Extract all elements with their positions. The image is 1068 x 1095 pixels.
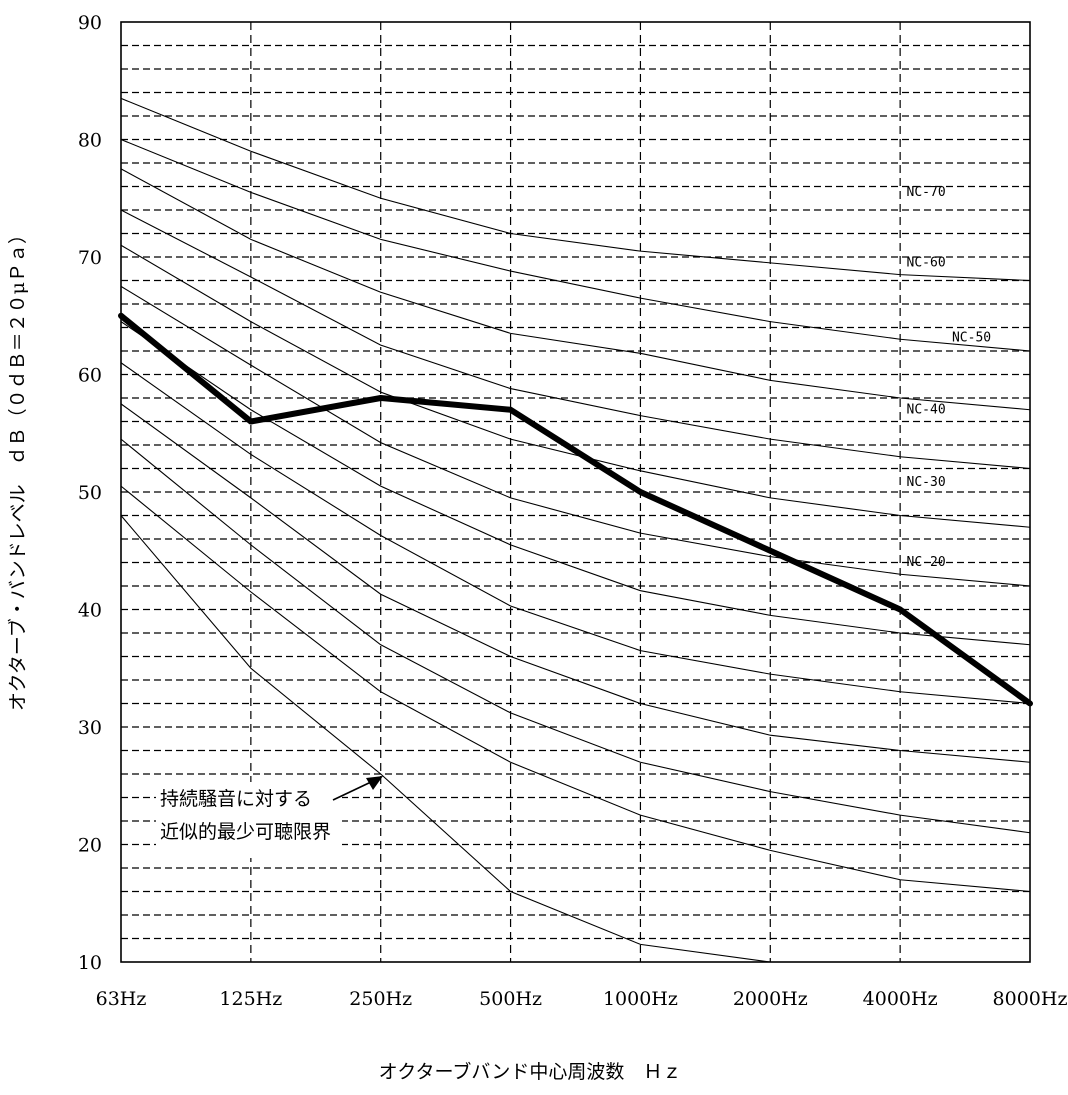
x-tick-label: 4000Hz <box>863 988 938 1010</box>
y-tick-label: 30 <box>78 717 102 739</box>
x-tick-label: 8000Hz <box>993 988 1068 1010</box>
nc-curve-line <box>120 209 1031 470</box>
y-tick-label: 10 <box>78 952 102 974</box>
nc-curve-line <box>120 485 1031 893</box>
y-tick-label: 70 <box>78 247 102 269</box>
nc-curve-line <box>120 244 1031 528</box>
annotation-arrow-head <box>366 776 383 790</box>
x-tick-label: 250Hz <box>349 988 412 1010</box>
nc-curve-line <box>120 97 1031 282</box>
nc-curve-label: NC-20 <box>907 555 946 570</box>
x-axis-title: オクターブバンド中心周波数 Ｈｚ <box>379 1060 682 1083</box>
y-tick-label: 50 <box>78 482 102 504</box>
x-tick-label: 1000Hz <box>603 988 678 1010</box>
nc-curve-line <box>120 138 1031 352</box>
y-tick-label: 60 <box>78 365 102 387</box>
nc-curve-line <box>120 438 1031 834</box>
y-tick-label: 90 <box>78 12 102 34</box>
nc-curve-line <box>120 362 1031 705</box>
annotation-arrow-line <box>332 781 372 801</box>
x-tick-label: 63Hz <box>96 988 147 1010</box>
plot-frame <box>120 21 1031 963</box>
nc-curves <box>120 97 1031 893</box>
annotation-text: 持続騒音に対する <box>160 788 312 810</box>
nc-labels: NC-70 NC-60 NC-50 NC-40 NC-30 NC-20 <box>907 185 992 570</box>
nc-curve-label: NC-70 <box>907 185 946 200</box>
y-tick-label: 40 <box>78 600 102 622</box>
annotation-text: 近似的最少可聴限界 <box>160 821 331 843</box>
nc-curve-label: NC-30 <box>907 475 946 490</box>
x-tick-label: 2000Hz <box>733 988 808 1010</box>
nc-curve-label: NC-60 <box>907 255 946 270</box>
nc-curve-line <box>120 321 1031 646</box>
measured-series-line <box>118 312 1033 707</box>
x-tick-label: 125Hz <box>219 988 282 1010</box>
y-axis-title: オクターブ・バンドレベル ｄＢ（０ｄＢ＝２０μＰａ） <box>6 225 29 711</box>
x-tick-label: 500Hz <box>479 988 542 1010</box>
nc-curve-label: NC-40 <box>907 402 946 417</box>
y-tick-label: 80 <box>78 130 102 152</box>
annotation-bg <box>156 782 342 858</box>
plot-border <box>120 21 1031 963</box>
nc-curve-line <box>120 403 1031 763</box>
threshold-curve <box>121 515 775 962</box>
y-tick-label: 20 <box>78 835 102 857</box>
measured-series <box>118 312 1033 707</box>
nc-curve-line <box>120 285 1031 587</box>
axis-ticks: 10 20 30 40 50 60 70 80 90 63Hz 125Hz 250Hz 500Hz 100… <box>6 12 1067 1083</box>
nc-curve-line <box>120 168 1031 411</box>
nc-curve-label: NC-50 <box>952 331 991 346</box>
threshold-line <box>121 515 775 962</box>
